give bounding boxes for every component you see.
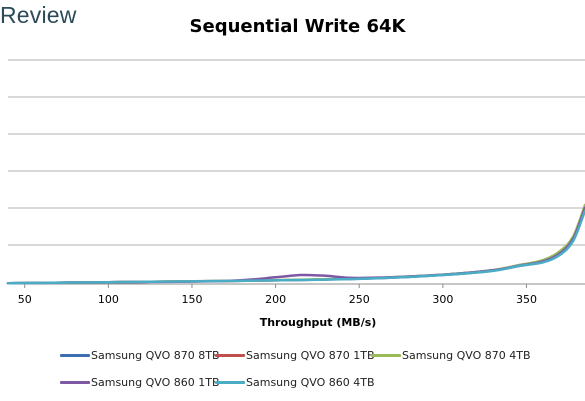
legend-label: Samsung QVO 870 1TB [246, 349, 375, 362]
x-tick-label: 350 [516, 293, 537, 306]
legend-item: Samsung QVO 870 1TB [215, 349, 375, 362]
x-axis-label: Throughput (MB/s) [260, 316, 377, 329]
legend-swatch [215, 354, 245, 357]
x-tick-label: 200 [265, 293, 286, 306]
legend-label: Samsung QVO 860 1TB [91, 376, 220, 389]
x-tick-label: 150 [181, 293, 202, 306]
series-line-4 [6, 206, 585, 285]
legend-label: Samsung QVO 870 8TB [91, 349, 220, 362]
x-tick-labels: 50 100 150 200 250 300 350 [18, 293, 537, 306]
legend-item: Samsung QVO 870 8TB [60, 349, 220, 362]
x-axis [8, 283, 585, 288]
legend-swatch [60, 354, 90, 357]
legend-swatch [215, 381, 245, 384]
legend-item: Samsung QVO 860 1TB [60, 376, 220, 389]
brand-logo-text: Review [0, 2, 77, 28]
gridlines [8, 59, 585, 246]
x-tick-label: 100 [98, 293, 119, 306]
legend-label: Samsung QVO 860 4TB [246, 376, 375, 389]
series-line-3 [6, 203, 585, 285]
chart-title: Sequential Write 64K [189, 16, 406, 37]
legend-label: Samsung QVO 870 4TB [402, 349, 531, 362]
legend-swatch [371, 354, 401, 357]
series-line-1 [6, 208, 585, 285]
legend-item: Samsung QVO 860 4TB [215, 376, 375, 389]
x-tick-label: 300 [432, 293, 453, 306]
series-line-5 [6, 209, 585, 285]
x-tick-label: 250 [349, 293, 370, 306]
legend-item: Samsung QVO 870 4TB [371, 349, 531, 362]
series-lines [6, 203, 585, 285]
x-tick-label: 50 [18, 293, 32, 306]
legend-swatch [60, 381, 90, 384]
